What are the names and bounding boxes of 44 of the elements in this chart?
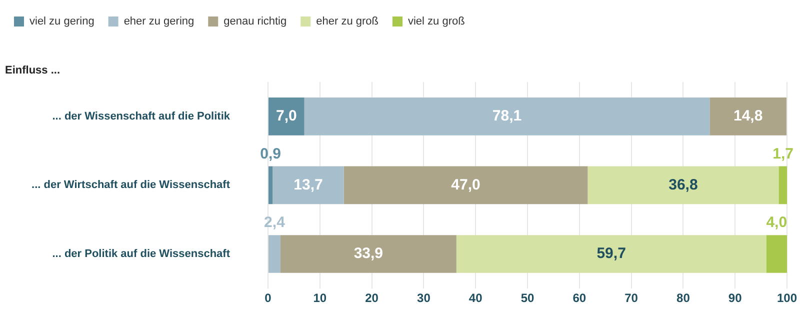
data-label: 14,8 (733, 108, 763, 125)
bar (268, 235, 280, 273)
legend-label: eher zu gering (124, 16, 194, 28)
x-tick-label: 10 (313, 290, 327, 305)
data-label: 47,0 (451, 176, 480, 194)
x-tick-label: 40 (468, 290, 483, 305)
data-label: 7,0 (276, 108, 297, 125)
bar (588, 166, 779, 204)
data-label: 0,9 (260, 145, 282, 162)
bar (710, 97, 786, 136)
x-tick-label: 60 (572, 290, 586, 305)
x-tick-label: 70 (624, 290, 638, 305)
data-label: 36,8 (668, 176, 698, 194)
data-label: 2,4 (264, 214, 286, 232)
bar (456, 235, 766, 273)
bar (280, 235, 456, 273)
y-tick-label: ... der Wissenschaft auf die Politik (52, 110, 231, 122)
legend-label: viel zu gering (30, 16, 94, 28)
x-tick-label: 80 (676, 290, 690, 305)
data-label: 13,7 (294, 176, 323, 194)
x-tick-label: 20 (365, 290, 379, 305)
data-label: 1,7 (772, 145, 794, 162)
x-tick-label: 0 (264, 290, 272, 305)
bar (268, 97, 304, 136)
y-tick-label: ... der Wirtschaft auf die Wissenschaft (32, 179, 230, 192)
x-tick-label: 50 (520, 290, 534, 305)
x-tick-label: 30 (417, 290, 431, 305)
legend-label: genau richtig (224, 16, 287, 28)
y-tick-label: ... der Politik auf die Wissenschaft (52, 248, 230, 260)
bar (268, 166, 273, 204)
bar (778, 166, 787, 204)
x-tick-label: 100 (776, 290, 798, 305)
legend-label: viel zu groß (408, 16, 466, 28)
bar (304, 97, 710, 136)
bar (272, 166, 344, 204)
data-label: 4,0 (766, 214, 788, 232)
legend-label: eher zu groß (316, 16, 379, 28)
y-axis-title: Einfluss ... (5, 64, 60, 77)
data-label: 33,9 (354, 245, 384, 262)
bar (766, 235, 787, 273)
x-tick-label: 90 (728, 290, 742, 305)
data-label: 78,1 (492, 108, 522, 125)
bar (344, 166, 588, 204)
data-label: 59,7 (596, 245, 626, 262)
